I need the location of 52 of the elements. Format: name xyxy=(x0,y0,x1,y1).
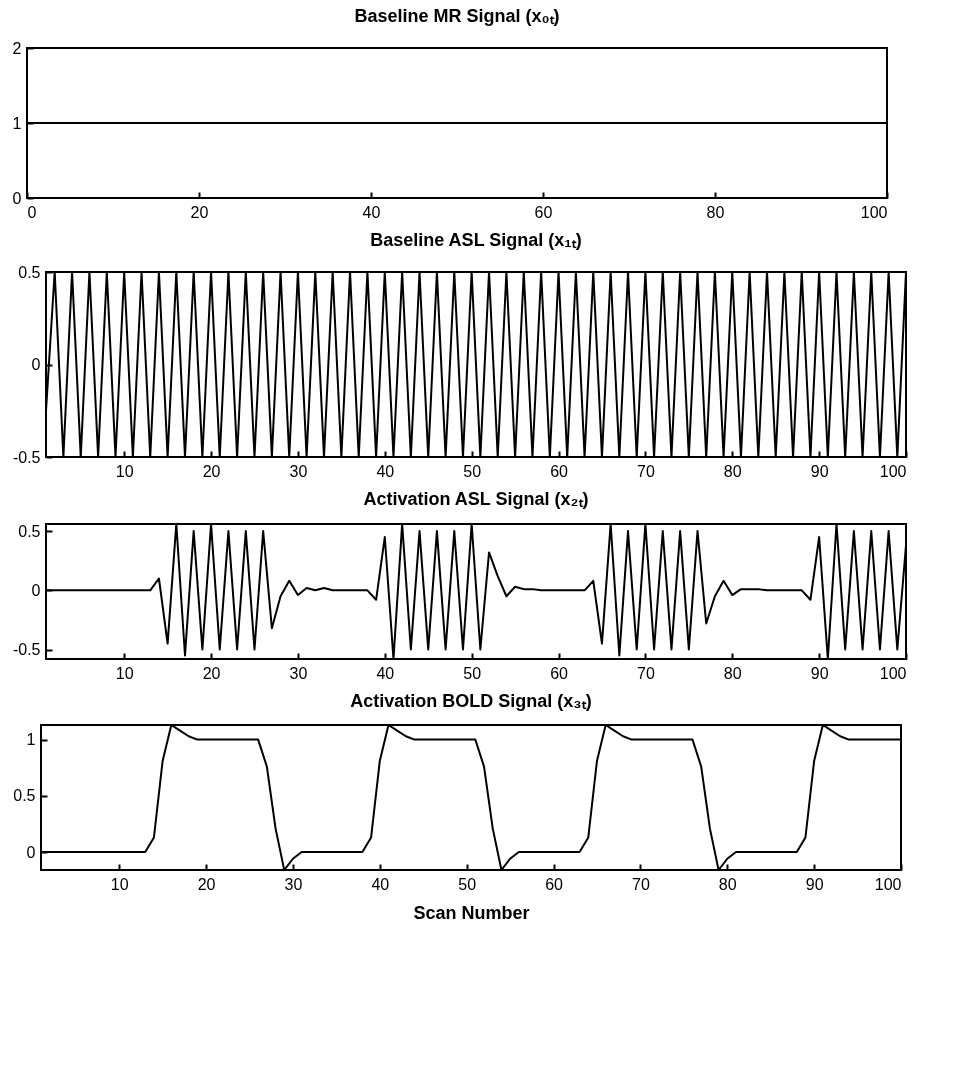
x-tick-label: 100 xyxy=(860,203,888,221)
x-tick-label: 40 xyxy=(376,462,395,480)
x-tick-label: 80 xyxy=(723,664,742,682)
x-tick-label: 100 xyxy=(879,462,907,480)
x-tick-label: 60 xyxy=(550,664,569,682)
y-tick-label: -0.5 xyxy=(12,641,41,659)
y-tick-label: -0.5 xyxy=(12,448,41,466)
y-tick-label: 0.5 xyxy=(13,787,36,805)
x-tick-label: 40 xyxy=(371,875,390,893)
x-tick-label: 100 xyxy=(879,664,907,682)
x-tick-label: 60 xyxy=(550,462,569,480)
chart-title: Activation ASL Signal (x₂ₜ) xyxy=(363,489,589,510)
x-tick-label: 80 xyxy=(723,462,742,480)
y-tick-label: 0 xyxy=(26,843,36,861)
x-tick-label: 30 xyxy=(289,462,308,480)
x-tick-label: 30 xyxy=(284,875,303,893)
x-tick-label: 30 xyxy=(289,664,308,682)
y-tick-label: 1 xyxy=(12,114,22,132)
x-tick-label: 70 xyxy=(637,462,655,480)
x-tick-label: 20 xyxy=(202,664,221,682)
chart-title: Baseline ASL Signal (x₁ₜ) xyxy=(370,230,582,250)
y-tick-label: 2 xyxy=(12,39,22,57)
x-tick-label: 10 xyxy=(110,875,129,893)
x-tick-label: 90 xyxy=(805,875,824,893)
x-tick-label: 80 xyxy=(718,875,737,893)
x-tick-label: 60 xyxy=(534,203,553,221)
x-tick-label: 70 xyxy=(637,664,655,682)
x-tick-label: 20 xyxy=(190,203,209,221)
y-tick-label: 1 xyxy=(26,731,36,749)
x-tick-label: 90 xyxy=(810,462,829,480)
x-tick-label: 100 xyxy=(874,875,902,893)
x-tick-label: 10 xyxy=(115,462,134,480)
y-tick-label: 0 xyxy=(31,356,41,373)
x-tick-label: 50 xyxy=(463,664,482,682)
x-tick-label: 90 xyxy=(810,664,829,682)
x-tick-label: 40 xyxy=(362,203,381,221)
y-tick-label: 0.5 xyxy=(18,263,41,281)
x-tick-label: 50 xyxy=(463,462,482,480)
x-tick-label: 20 xyxy=(202,462,221,480)
y-tick-label: 0 xyxy=(31,581,41,599)
x-tick-label: 10 xyxy=(115,664,134,682)
x-tick-label: 40 xyxy=(376,664,395,682)
y-tick-label: 0 xyxy=(12,189,22,207)
x-tick-label: 20 xyxy=(197,875,216,893)
x-tick-label: 60 xyxy=(545,875,564,893)
x-axis-title: Scan Number xyxy=(413,902,530,923)
x-tick-label: 70 xyxy=(632,875,650,893)
y-tick-label: 0.5 xyxy=(18,522,41,540)
x-tick-label: 50 xyxy=(458,875,477,893)
chart-title: Baseline MR Signal (x₀ₜ) xyxy=(354,6,560,26)
chart-title: Activation BOLD Signal (x₃ₜ) xyxy=(350,691,592,711)
x-tick-label: 80 xyxy=(706,203,725,221)
